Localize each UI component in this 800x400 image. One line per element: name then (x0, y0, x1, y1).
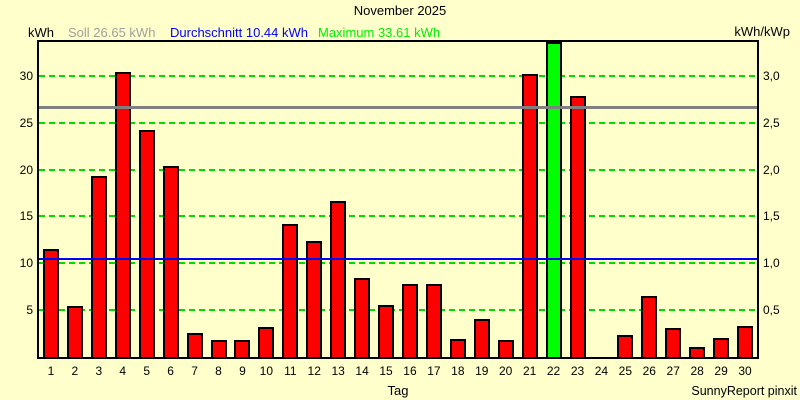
right-tick-1,5: 1,5 (763, 209, 780, 224)
gridline-20 (39, 168, 757, 171)
day-label-13: 13 (331, 364, 345, 378)
day-label-8: 8 (215, 364, 222, 378)
bar-day-23 (569, 96, 586, 357)
bar-day-25 (617, 335, 634, 357)
average-legend-label: Durchschnitt 10.44 kWh (170, 25, 309, 40)
gridline-15 (39, 215, 757, 218)
right-axis-tick-labels: 0,5 1,0 1,5 2,0 2,5 3,0 (763, 42, 800, 357)
day-label-18: 18 (451, 364, 465, 378)
left-tick-30: 30 (19, 68, 33, 83)
bar-day-6 (162, 165, 179, 357)
day-label-4: 4 (119, 364, 127, 378)
day-label-20: 20 (499, 364, 513, 378)
soll-legend-label: Soll 26.65 kWh (68, 25, 156, 40)
gridline-30 (39, 74, 757, 77)
chart-plot-area (37, 40, 759, 359)
day-label-15: 15 (379, 364, 393, 378)
day-label-5: 5 (143, 364, 151, 378)
bar-day-29 (713, 338, 730, 357)
day-label-25: 25 (618, 364, 633, 378)
bar-day-3 (90, 176, 107, 357)
day-label-23: 23 (570, 364, 585, 378)
bar-day-14 (354, 278, 371, 357)
bar-day-26 (641, 296, 658, 357)
left-tick-5: 5 (26, 303, 33, 318)
bar-day-4 (114, 72, 131, 357)
gridline-25 (39, 121, 757, 124)
bar-day-12 (306, 240, 323, 357)
day-label-26: 26 (642, 364, 656, 378)
average-line (39, 258, 757, 261)
bar-day-2 (66, 306, 83, 357)
bar-day-5 (138, 130, 155, 357)
gridline-10 (39, 262, 757, 265)
bar-day-11 (282, 223, 299, 357)
bar-day-16 (401, 283, 418, 357)
day-label-29: 29 (714, 364, 728, 378)
left-axis-tick-labels: 5 10 15 20 25 30 (0, 42, 33, 357)
day-label-30: 30 (738, 364, 752, 378)
maximum-legend-label: Maximum 33.61 kWh (318, 25, 441, 40)
bar-day-28 (689, 346, 706, 357)
day-label-22: 22 (546, 364, 561, 378)
left-tick-20: 20 (19, 162, 33, 177)
day-label-12: 12 (307, 364, 321, 378)
left-tick-10: 10 (19, 256, 33, 271)
day-label-1: 1 (47, 364, 55, 378)
right-axis-unit-label: kWh/kWp (734, 24, 790, 39)
day-label-7: 7 (191, 364, 198, 378)
day-label-27: 27 (666, 364, 680, 378)
day-label-16: 16 (403, 364, 417, 378)
bar-day-20 (497, 340, 514, 357)
right-tick-2,0: 2,0 (763, 162, 780, 177)
bar-day-1 (42, 249, 59, 357)
bar-day-17 (425, 283, 442, 357)
gridline-5 (39, 309, 757, 312)
brand-text: SunnyReport pinxit (691, 384, 797, 398)
day-label-14: 14 (355, 364, 369, 378)
day-label-24: 24 (594, 364, 609, 378)
bar-day-30 (737, 326, 754, 357)
soll-line (39, 106, 757, 110)
bar-day-7 (186, 332, 203, 357)
bar-day-22 (545, 42, 562, 357)
day-label-9: 9 (239, 364, 246, 378)
x-axis-day-labels: 1 2 3 4 5 6 7 8 9 10 11 12 13 14 15 16 17 18 19 20 21 22 23 24 2… (39, 364, 757, 378)
left-tick-15: 15 (19, 209, 33, 224)
x-axis-title: Tag (387, 383, 409, 398)
day-label-3: 3 (95, 364, 103, 378)
bar-day-13 (330, 201, 347, 357)
bar-day-18 (449, 339, 466, 357)
right-tick-0,5: 0,5 (763, 303, 780, 318)
day-label-10: 10 (259, 364, 274, 378)
bar-day-8 (210, 340, 227, 357)
page-title: November 2025 (353, 3, 447, 18)
day-label-21: 21 (522, 364, 537, 378)
bar-day-19 (473, 318, 490, 357)
bar-day-15 (378, 305, 395, 357)
right-tick-3,0: 3,0 (763, 68, 780, 83)
bar-day-27 (665, 327, 682, 357)
day-label-19: 19 (475, 364, 489, 378)
day-label-2: 2 (71, 364, 79, 378)
bar-day-9 (234, 340, 251, 357)
left-tick-25: 25 (19, 115, 33, 130)
bar-day-10 (258, 327, 275, 357)
day-label-11: 11 (284, 364, 297, 378)
right-tick-2,5: 2,5 (763, 115, 780, 130)
left-axis-unit-label: kWh (28, 25, 54, 40)
day-label-6: 6 (167, 364, 174, 378)
bar-day-21 (521, 73, 538, 357)
day-label-17: 17 (427, 364, 441, 378)
day-label-28: 28 (690, 364, 704, 378)
right-tick-1,0: 1,0 (763, 256, 780, 271)
